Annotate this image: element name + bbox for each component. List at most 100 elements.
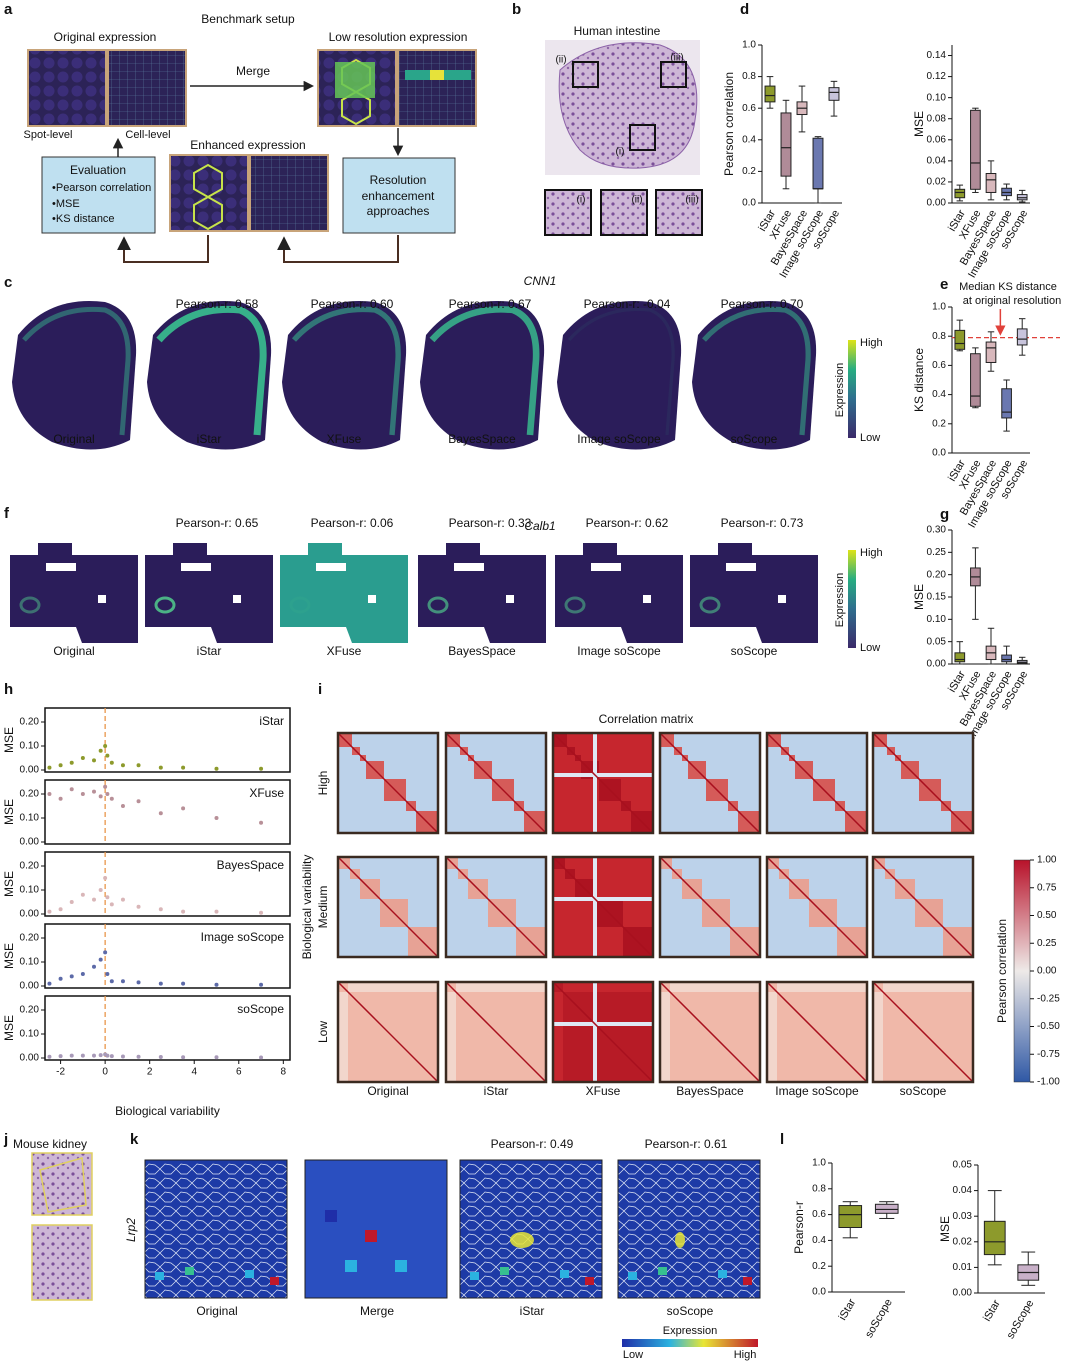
- y-tick-label: 0.20: [20, 717, 40, 728]
- box: [985, 341, 997, 363]
- cell-hit: [270, 1277, 279, 1285]
- notch: [506, 595, 514, 603]
- point: [80, 892, 85, 897]
- method-label: BayesSpace: [448, 644, 516, 658]
- matrix-frame: [444, 980, 548, 1084]
- point: [136, 904, 141, 909]
- box: [954, 188, 966, 199]
- notch: [316, 563, 346, 571]
- colorbar-tick-label: 0.50: [1037, 910, 1057, 921]
- score-label: Pearson-r: 0.70: [721, 297, 804, 311]
- panel-frame: [44, 923, 291, 989]
- point: [181, 1055, 186, 1060]
- correlation-matrix: [658, 855, 762, 959]
- y-tick-label: 0.05: [953, 1160, 973, 1171]
- colorbar-tick-label: -0.50: [1037, 1021, 1060, 1032]
- method-label: iStar: [197, 432, 222, 446]
- point: [69, 974, 74, 979]
- point: [181, 909, 186, 914]
- evaluation-box: [41, 156, 156, 234]
- merge-pixel: [365, 1230, 377, 1242]
- y-axis-label: MSE: [2, 871, 16, 897]
- expression-spot: [427, 596, 449, 614]
- matrix-stripe: [553, 897, 653, 901]
- expression-image: [144, 1159, 288, 1299]
- y-axis-label: Pearson correlation: [722, 72, 736, 176]
- matrix-stripe: [593, 982, 597, 1082]
- y-tick-label: 0.20: [20, 861, 40, 872]
- y-tick-label: 0.03: [953, 1211, 973, 1222]
- merge-pixel: [345, 1260, 357, 1272]
- y-tick-label: 0.00: [20, 981, 40, 992]
- point: [80, 1053, 85, 1058]
- colorbar-low: Low: [860, 642, 880, 654]
- method-label: iStar: [484, 1084, 509, 1098]
- point: [58, 1054, 63, 1059]
- box: [828, 87, 840, 101]
- score-label: Pearson-r: 0.58: [176, 297, 259, 311]
- point: [47, 765, 52, 770]
- panel-letter: e: [940, 276, 948, 293]
- annotation: Median KS distance: [959, 281, 1057, 293]
- colorbar-label: Expression: [834, 573, 846, 627]
- box: [812, 137, 824, 190]
- cell-hit: [743, 1277, 752, 1285]
- method-label: Original: [367, 1084, 408, 1098]
- tissue-map: [690, 543, 818, 643]
- cell-hit: [245, 1270, 254, 1278]
- region-box: [660, 61, 687, 88]
- matrix-diagonal: [445, 732, 547, 834]
- matrix-frame: [871, 731, 975, 835]
- colorbar-tick-label: -1.00: [1037, 1077, 1060, 1088]
- correlation-matrix: [551, 855, 655, 959]
- region-label: (i): [616, 147, 625, 158]
- y-tick-label: 1.0: [812, 1158, 826, 1169]
- x-tick-label: 6: [236, 1067, 242, 1078]
- point: [214, 816, 219, 820]
- colorbar-tick-label: 0.00: [1037, 966, 1057, 977]
- colorbar-high: High: [860, 547, 883, 559]
- cell-hit: [470, 1272, 479, 1280]
- colorbar: [848, 340, 856, 438]
- matrix-diagonal: [337, 856, 439, 958]
- point: [214, 1055, 219, 1060]
- label: Benchmark setup: [201, 12, 295, 26]
- y-tick-label: 0.10: [20, 885, 40, 896]
- colorbar: [622, 1339, 758, 1347]
- expression-band: [22, 306, 131, 436]
- merge-pixel: [395, 1260, 407, 1272]
- method-label: Original: [196, 1304, 237, 1318]
- point: [47, 909, 52, 914]
- y-tick-label: 0.10: [20, 957, 40, 968]
- y-axis-label: MSE: [938, 1216, 952, 1242]
- arrow: [277, 235, 399, 263]
- series-name: Image soScope: [201, 930, 285, 944]
- tissue-map: [555, 543, 683, 643]
- y-axis-label: MSE: [912, 111, 926, 137]
- correlation-matrix: [336, 980, 440, 1084]
- y-tick-label: 0.10: [20, 813, 40, 824]
- colorbar-tick-label: 0.75: [1037, 882, 1057, 893]
- label: Human intestine: [574, 24, 661, 38]
- x-axis-label: Biological variability: [115, 1104, 220, 1118]
- point: [214, 982, 219, 987]
- y-tick-label: 0.25: [927, 547, 947, 558]
- point: [136, 980, 141, 985]
- y-tick-label: 0.00: [20, 1053, 40, 1064]
- notch: [726, 563, 756, 571]
- y-tick-label: 0.10: [20, 741, 40, 752]
- row-label: Medium: [316, 886, 330, 929]
- x-tick-label: 4: [191, 1067, 197, 1078]
- colorbar-label: Pearson correlation: [995, 919, 1009, 1023]
- region-box: [572, 61, 599, 88]
- correlation-matrix: [765, 980, 869, 1084]
- point: [98, 794, 103, 799]
- point: [109, 979, 114, 984]
- expression-image: [397, 49, 477, 127]
- inset-label: (ii): [631, 195, 642, 206]
- box: [1016, 328, 1028, 346]
- point: [92, 897, 96, 902]
- matrix-frame: [871, 855, 975, 959]
- y-tick-label: 0.0: [932, 448, 946, 459]
- correlation-matrix: [871, 980, 975, 1084]
